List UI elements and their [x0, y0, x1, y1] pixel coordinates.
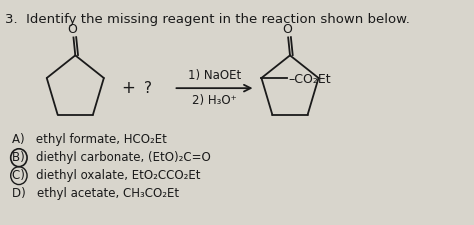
- Text: +: +: [121, 79, 135, 97]
- Text: O: O: [283, 23, 292, 36]
- Text: C)   diethyl oxalate, EtO₂CCO₂Et: C) diethyl oxalate, EtO₂CCO₂Et: [11, 169, 200, 182]
- Text: D)   ethyl acetate, CH₃CO₂Et: D) ethyl acetate, CH₃CO₂Et: [11, 187, 179, 200]
- Text: –CO₂Et: –CO₂Et: [289, 72, 331, 86]
- Text: ?: ?: [144, 81, 152, 96]
- Text: 1) NaOEt: 1) NaOEt: [188, 69, 241, 82]
- Text: 2) H₃O⁺: 2) H₃O⁺: [192, 94, 237, 107]
- Text: O: O: [68, 23, 78, 36]
- Text: 3.  Identify the missing reagent in the reaction shown below.: 3. Identify the missing reagent in the r…: [5, 13, 410, 26]
- Text: A)   ethyl formate, HCO₂Et: A) ethyl formate, HCO₂Et: [11, 133, 166, 146]
- Text: B)   diethyl carbonate, (EtO)₂C=O: B) diethyl carbonate, (EtO)₂C=O: [11, 151, 210, 164]
